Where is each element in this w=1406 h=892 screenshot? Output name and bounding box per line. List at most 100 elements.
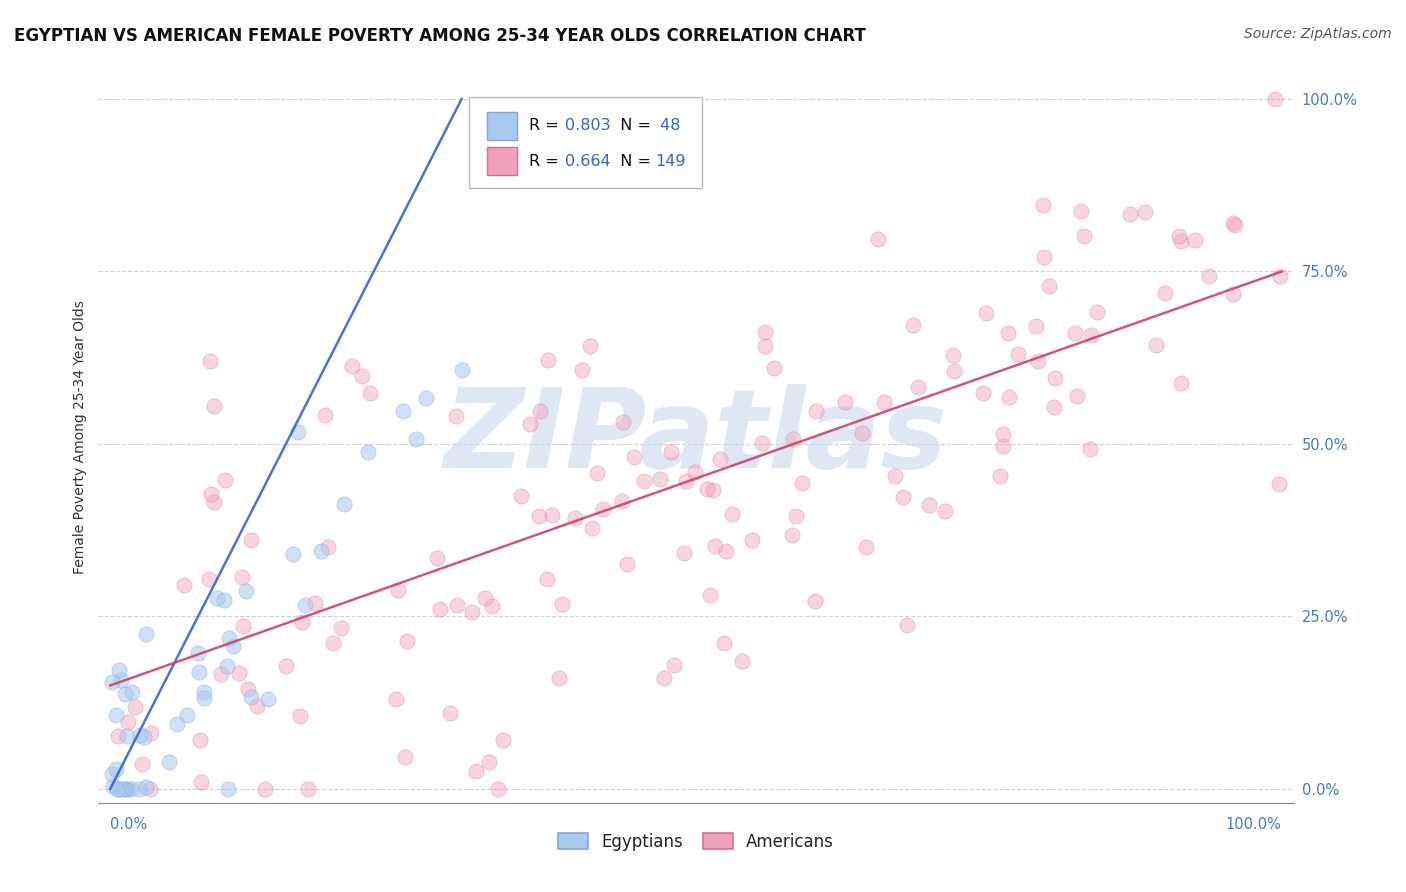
Point: [699, 588, 721, 602]
Point: [446, 599, 468, 613]
Point: [214, 592, 236, 607]
Point: [1170, 376, 1192, 391]
Point: [304, 596, 326, 610]
Point: [426, 551, 449, 566]
Point: [974, 306, 997, 320]
Bar: [486, 147, 517, 175]
Point: [623, 450, 645, 464]
Point: [176, 708, 198, 723]
Point: [1085, 305, 1108, 319]
Point: [988, 468, 1011, 483]
Point: [110, 673, 132, 688]
Text: 149: 149: [655, 153, 686, 169]
Point: [222, 639, 245, 653]
Point: [359, 386, 381, 401]
Text: ZIPatlas: ZIPatlas: [444, 384, 948, 491]
Point: [101, 767, 124, 781]
Point: [256, 692, 278, 706]
Point: [510, 489, 533, 503]
Point: [121, 685, 143, 699]
Point: [529, 404, 551, 418]
Point: [385, 692, 408, 706]
Point: [461, 605, 484, 619]
Point: [866, 232, 889, 246]
Point: [548, 671, 571, 685]
Point: [450, 363, 472, 377]
Point: [309, 544, 332, 558]
Point: [702, 483, 724, 498]
Point: [114, 687, 136, 701]
Point: [117, 729, 139, 743]
Point: [232, 619, 254, 633]
Text: 0.664: 0.664: [565, 153, 610, 169]
Point: [187, 665, 209, 680]
Point: [209, 666, 232, 681]
Point: [132, 731, 155, 745]
Point: [333, 497, 356, 511]
Point: [107, 663, 129, 677]
Point: [124, 700, 146, 714]
FancyBboxPatch shape: [470, 97, 702, 188]
Point: [1026, 354, 1049, 368]
Text: N =: N =: [610, 153, 657, 169]
Point: [329, 621, 352, 635]
Point: [120, 782, 142, 797]
Point: [751, 435, 773, 450]
Point: [405, 432, 427, 446]
Point: [834, 395, 856, 409]
Point: [672, 546, 695, 560]
Point: [173, 577, 195, 591]
Point: [934, 504, 956, 518]
Point: [564, 511, 586, 525]
Text: 0.0%: 0.0%: [110, 816, 148, 831]
Y-axis label: Female Poverty Among 25-34 Year Olds: Female Poverty Among 25-34 Year Olds: [73, 300, 87, 574]
Point: [114, 782, 136, 797]
Point: [297, 782, 319, 797]
Point: [1073, 229, 1095, 244]
Point: [108, 782, 131, 797]
Point: [741, 533, 763, 547]
Point: [281, 548, 304, 562]
Point: [465, 764, 488, 778]
Point: [166, 716, 188, 731]
Point: [316, 541, 339, 555]
Point: [942, 348, 965, 362]
Point: [446, 409, 468, 424]
Point: [648, 472, 671, 486]
Point: [1043, 401, 1066, 415]
Point: [1118, 207, 1140, 221]
Point: [792, 475, 814, 490]
Point: [851, 426, 873, 441]
Point: [190, 774, 212, 789]
Point: [997, 326, 1019, 341]
Point: [782, 432, 804, 446]
Point: [254, 782, 277, 797]
Point: [107, 730, 129, 744]
Point: [1066, 389, 1088, 403]
Point: [610, 494, 633, 508]
Point: [387, 583, 409, 598]
Point: [721, 507, 744, 521]
Point: [1222, 287, 1244, 301]
Point: [782, 528, 804, 542]
Point: [855, 540, 877, 554]
Point: [716, 544, 738, 558]
Point: [294, 598, 316, 612]
Point: [907, 380, 929, 394]
Point: [135, 627, 157, 641]
Point: [754, 339, 776, 353]
Point: [571, 363, 593, 377]
Point: [415, 391, 437, 405]
Point: [217, 782, 239, 797]
Point: [245, 698, 267, 713]
Point: [804, 593, 827, 607]
Point: [1184, 233, 1206, 247]
Text: 0.803: 0.803: [565, 119, 610, 133]
Point: [202, 495, 225, 509]
Point: [187, 647, 209, 661]
Point: [1064, 326, 1087, 341]
Point: [1043, 371, 1066, 385]
Point: [616, 558, 638, 572]
Point: [492, 732, 515, 747]
Point: [474, 591, 496, 605]
